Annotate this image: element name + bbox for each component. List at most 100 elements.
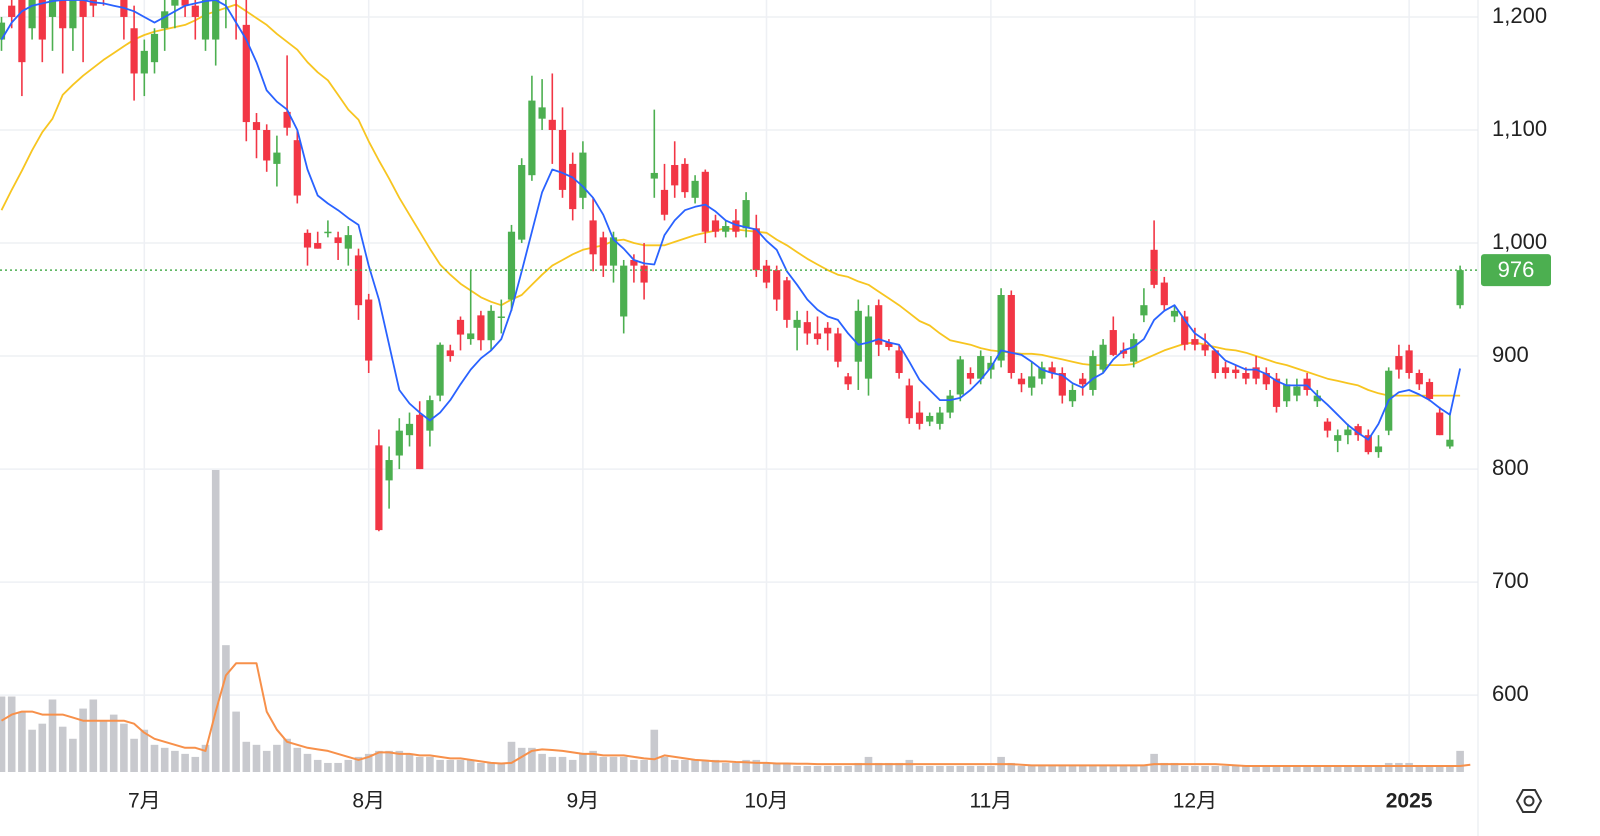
volume-bar [28, 729, 36, 772]
x-tick-label: 11月 [969, 790, 1012, 813]
candle-body [1089, 356, 1097, 390]
volume-bar [854, 762, 863, 772]
candle-body [1038, 367, 1046, 379]
candle-body [1068, 389, 1077, 402]
candle-body [8, 5, 16, 17]
volume-bar [1221, 765, 1230, 772]
candle-body [293, 140, 301, 196]
volume-bar [558, 756, 567, 772]
candle-body [875, 305, 883, 345]
last-price-badge [1481, 254, 1551, 287]
volume-bar [477, 762, 485, 772]
volume-bar [48, 699, 57, 772]
candle-body [140, 50, 148, 74]
volume-bar [313, 759, 322, 772]
candle-body [1456, 270, 1464, 306]
volume-bar [783, 762, 791, 772]
x-tick-label: 7月 [128, 790, 161, 813]
volume-bar [385, 750, 393, 772]
candle-body [436, 344, 444, 396]
candle-body [620, 265, 628, 317]
x-tick-label: 10月 [744, 790, 788, 813]
volume-bar [69, 738, 77, 772]
candle-body [1323, 421, 1332, 431]
volume-bar [609, 756, 618, 772]
volume-bar [415, 756, 424, 772]
volume-bar [956, 765, 965, 772]
candle-body [1079, 378, 1087, 385]
volume-bar [436, 759, 444, 772]
volume-bar [120, 723, 128, 772]
volume-bar [222, 645, 230, 772]
y-tick-label: 700 [1492, 568, 1529, 593]
volume-bar [191, 756, 200, 772]
candle-body [854, 310, 862, 362]
volume-bar [681, 759, 689, 772]
candle-body [569, 163, 577, 210]
volume-bar [1058, 765, 1067, 772]
volume-bar [1119, 765, 1128, 772]
candle-body [1436, 412, 1444, 436]
volume-bar [1099, 765, 1107, 772]
volume-bar [1109, 765, 1118, 772]
candle-body [1374, 446, 1383, 453]
candle-body [273, 152, 281, 164]
candle-body [242, 24, 250, 123]
candle-body [1191, 339, 1199, 345]
candle-body [722, 226, 730, 232]
candle-body [1140, 305, 1148, 316]
candle-body [1119, 350, 1128, 354]
volume-bar [140, 729, 149, 772]
candle-body [161, 11, 169, 29]
last-price-label: 976 [1498, 257, 1535, 282]
candle-body [681, 163, 689, 193]
volume-bar [273, 744, 281, 772]
y-tick-label: 1,000 [1492, 229, 1547, 254]
volume-bar [1170, 762, 1179, 772]
volume-bar [466, 759, 475, 772]
axes: 600 700 800 900 1,000 1,100 1,200 7月 8月 9月 10月 11月 1… [128, 3, 1551, 813]
volume-bar [1160, 762, 1169, 772]
candle-body [936, 412, 944, 424]
volume-bar [650, 729, 659, 772]
candle-body [1221, 367, 1230, 374]
y-tick-label: 800 [1492, 455, 1529, 480]
volume-bar [1252, 765, 1260, 772]
volume-bar [701, 759, 710, 772]
volume-bar [1272, 765, 1281, 772]
candle-body [905, 385, 913, 419]
candle-body [732, 220, 740, 232]
candle-body [864, 316, 873, 379]
volume-bar [589, 750, 597, 772]
candle-body [1099, 344, 1107, 370]
candle-body [59, 0, 67, 29]
volume-bar [630, 759, 638, 772]
candle-body [762, 265, 771, 283]
volume-bar [334, 762, 342, 772]
ma-long-line [0, 3, 1461, 397]
volume-bar [772, 762, 781, 772]
volume-bar [344, 759, 353, 772]
candle-body [1262, 373, 1270, 385]
volume-bar [1078, 765, 1087, 772]
candle-body [711, 220, 720, 232]
volume-bar [1089, 765, 1097, 772]
volume-bar [1007, 762, 1016, 772]
candle-body [181, 0, 189, 6]
y-tick-label: 1,100 [1492, 116, 1547, 141]
candle-body [69, 0, 77, 29]
candle-body [1364, 435, 1372, 453]
candle-body [1293, 386, 1301, 396]
volume-bar [966, 765, 975, 772]
y-tick-label: 600 [1492, 681, 1529, 706]
candle-body [324, 231, 332, 234]
volume-bar [7, 696, 16, 772]
volume-bar [844, 765, 852, 772]
volume-bar [487, 762, 495, 772]
candle-body [701, 171, 709, 232]
candle-body [895, 350, 903, 374]
candle-body [793, 319, 801, 328]
settings-button[interactable] [1515, 789, 1543, 813]
volume-bar [1211, 765, 1220, 772]
